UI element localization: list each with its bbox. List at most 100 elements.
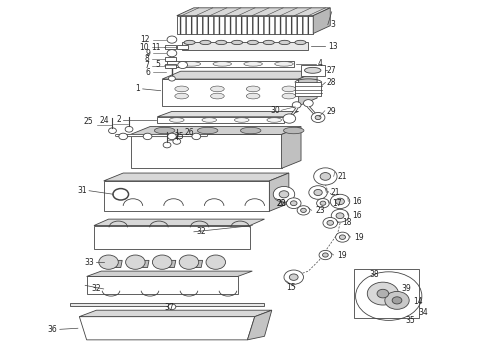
Text: 37: 37 [165, 303, 174, 312]
Text: 8: 8 [144, 54, 149, 63]
Circle shape [314, 168, 337, 185]
Polygon shape [104, 181, 270, 211]
Text: 5: 5 [156, 60, 161, 69]
Circle shape [125, 126, 133, 132]
Circle shape [309, 186, 327, 199]
Circle shape [368, 282, 398, 305]
Ellipse shape [211, 86, 224, 92]
Text: 39: 39 [401, 284, 411, 293]
Text: 11: 11 [151, 42, 161, 51]
Circle shape [314, 189, 322, 195]
Ellipse shape [202, 118, 217, 122]
Polygon shape [130, 134, 282, 168]
Ellipse shape [216, 40, 227, 45]
Text: 26: 26 [184, 128, 194, 137]
Bar [165, 45, 176, 49]
Ellipse shape [184, 40, 195, 45]
Polygon shape [313, 8, 330, 33]
FancyBboxPatch shape [300, 64, 325, 76]
Polygon shape [162, 79, 298, 106]
Text: 30: 30 [270, 106, 280, 115]
Circle shape [301, 208, 306, 212]
Ellipse shape [247, 40, 258, 45]
Text: 38: 38 [369, 270, 379, 279]
Text: 1: 1 [136, 84, 140, 93]
Ellipse shape [267, 118, 282, 122]
Circle shape [340, 235, 345, 239]
Ellipse shape [295, 40, 306, 45]
Ellipse shape [197, 127, 218, 134]
Circle shape [323, 217, 338, 228]
Text: 20: 20 [277, 199, 286, 208]
Circle shape [392, 297, 402, 304]
Polygon shape [79, 317, 255, 340]
Circle shape [179, 255, 199, 269]
Ellipse shape [284, 127, 304, 134]
Circle shape [291, 201, 297, 206]
Ellipse shape [200, 40, 211, 45]
Ellipse shape [246, 86, 260, 92]
Circle shape [356, 272, 422, 320]
Ellipse shape [234, 118, 249, 122]
Circle shape [330, 194, 350, 208]
Polygon shape [87, 271, 252, 276]
Ellipse shape [279, 40, 290, 45]
Circle shape [169, 76, 175, 81]
Ellipse shape [211, 93, 224, 99]
Circle shape [317, 199, 329, 208]
Polygon shape [191, 260, 202, 267]
Polygon shape [167, 61, 294, 67]
Text: 25: 25 [174, 131, 184, 140]
Text: 16: 16 [352, 211, 362, 220]
Bar [165, 57, 176, 61]
Polygon shape [79, 310, 272, 317]
Circle shape [287, 198, 301, 208]
Ellipse shape [175, 86, 189, 92]
Ellipse shape [213, 62, 231, 66]
Text: 15: 15 [287, 283, 296, 292]
Polygon shape [177, 8, 330, 16]
Ellipse shape [232, 40, 243, 45]
Circle shape [336, 198, 344, 204]
Polygon shape [94, 219, 265, 226]
Polygon shape [157, 111, 298, 117]
Text: 24: 24 [100, 116, 110, 125]
Polygon shape [270, 173, 289, 211]
Text: 22: 22 [277, 199, 286, 208]
Text: 14: 14 [413, 297, 423, 306]
Circle shape [279, 191, 289, 198]
Circle shape [320, 201, 326, 205]
Text: 9: 9 [145, 49, 150, 58]
Text: 10: 10 [139, 42, 149, 51]
Text: 34: 34 [418, 308, 428, 317]
Circle shape [327, 220, 334, 225]
Polygon shape [130, 127, 301, 134]
Polygon shape [298, 71, 317, 106]
Text: 23: 23 [316, 206, 325, 215]
Ellipse shape [154, 127, 175, 134]
Text: 2: 2 [116, 116, 121, 125]
Text: 25: 25 [83, 117, 93, 126]
Circle shape [284, 270, 303, 284]
Bar [165, 64, 176, 68]
Ellipse shape [282, 93, 295, 99]
Text: 17: 17 [333, 199, 343, 208]
Ellipse shape [182, 62, 201, 66]
Circle shape [99, 255, 118, 269]
Polygon shape [70, 303, 265, 306]
Bar [177, 45, 188, 49]
Circle shape [273, 186, 294, 202]
Circle shape [192, 133, 201, 140]
Text: 32: 32 [196, 227, 206, 236]
Polygon shape [157, 117, 284, 123]
Text: 16: 16 [352, 197, 362, 206]
Circle shape [283, 114, 295, 123]
Circle shape [289, 274, 298, 280]
Polygon shape [104, 173, 289, 181]
Circle shape [167, 50, 177, 57]
Circle shape [336, 232, 349, 242]
Polygon shape [94, 226, 250, 249]
Circle shape [109, 128, 116, 134]
Ellipse shape [244, 62, 262, 66]
Circle shape [385, 292, 409, 309]
